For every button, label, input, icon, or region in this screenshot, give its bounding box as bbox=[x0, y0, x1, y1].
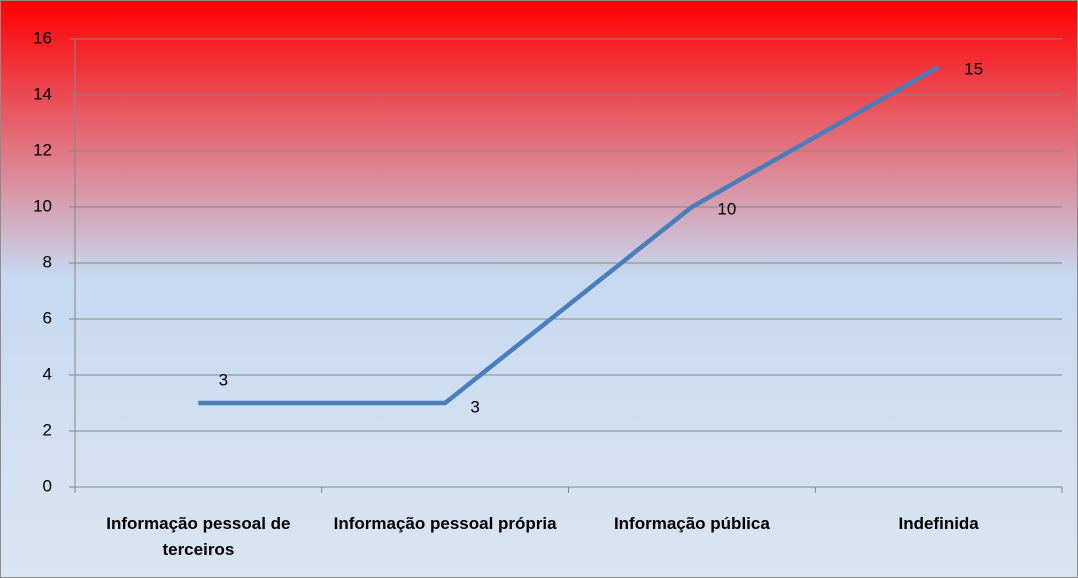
y-tick-label: 8 bbox=[43, 252, 52, 271]
y-tick-label: 4 bbox=[43, 364, 52, 383]
x-tick-label: Informação pública bbox=[613, 514, 770, 533]
y-tick-label: 12 bbox=[33, 140, 52, 159]
y-tick-label: 0 bbox=[43, 476, 52, 495]
data-label: 10 bbox=[717, 199, 736, 218]
data-label: 3 bbox=[470, 397, 479, 416]
x-tick-label: Informação pessoal própria bbox=[333, 514, 557, 533]
data-label: 15 bbox=[964, 59, 983, 78]
y-tick-label: 16 bbox=[33, 28, 52, 47]
series-line bbox=[198, 65, 940, 406]
y-tick-label: 10 bbox=[33, 196, 52, 215]
data-label: 3 bbox=[219, 370, 228, 389]
x-tick-label: Indefinida bbox=[898, 514, 979, 533]
y-tick-label: 6 bbox=[43, 308, 52, 327]
x-tick-label: Informação pessoal de terceiros bbox=[106, 514, 291, 559]
y-tick-label: 14 bbox=[33, 84, 52, 103]
y-tick-label: 2 bbox=[43, 420, 52, 439]
